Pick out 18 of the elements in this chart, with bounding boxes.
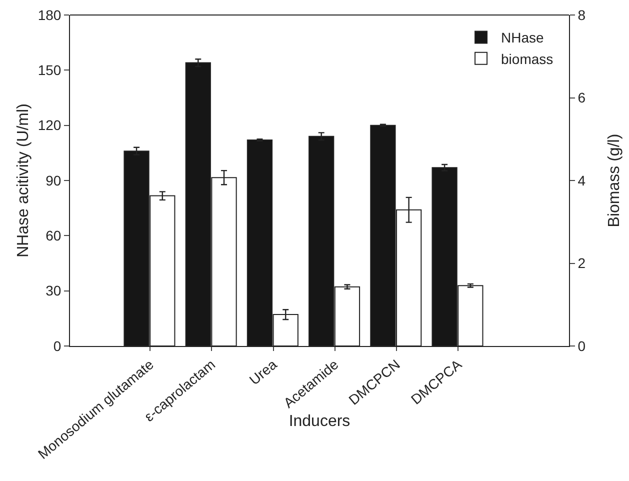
y-tick-label: 0: [53, 338, 62, 354]
legend-label: biomass: [501, 50, 554, 67]
y-tick-label: 180: [38, 6, 62, 23]
y2-tick-label: 2: [578, 255, 586, 272]
y2-tick-label: 8: [578, 6, 586, 23]
y-tick-label: 60: [46, 228, 62, 244]
y-tick-label: 150: [38, 62, 62, 78]
x-tick-label: Urea: [246, 356, 280, 388]
y-axis-title: NHase acitivity (U/ml): [15, 104, 32, 258]
y-tick-label: 90: [46, 172, 62, 188]
x-axis-title: Inducers: [288, 412, 350, 430]
y2-tick-label: 6: [578, 90, 586, 106]
y2-axis-title: Biomass (g/l): [606, 134, 623, 228]
y-tick-label: 30: [46, 282, 62, 299]
y2-tick-label: 4: [578, 172, 586, 188]
y-tick-label: 120: [38, 117, 62, 134]
legend-label: NHase: [501, 30, 544, 46]
y2-tick-label: 0: [578, 338, 586, 354]
